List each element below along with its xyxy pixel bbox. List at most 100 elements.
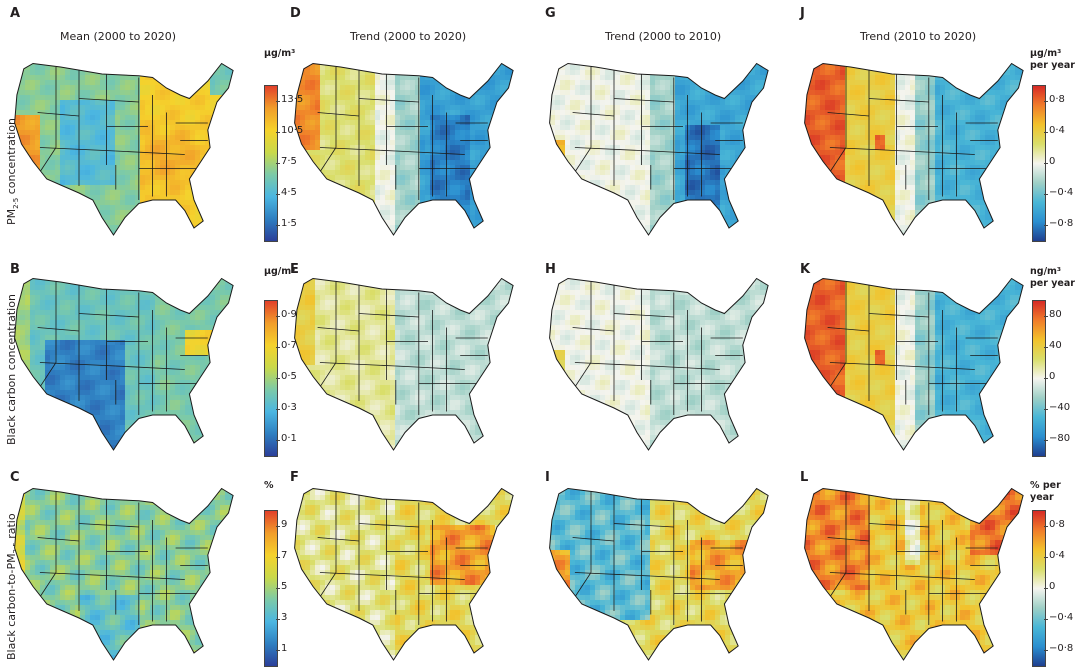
map-cell <box>680 100 686 106</box>
map-cell <box>500 155 506 161</box>
map-cell <box>115 115 121 121</box>
map-cell <box>235 120 241 126</box>
map-cell <box>510 130 516 136</box>
map-cell <box>465 105 471 111</box>
map-cell <box>130 105 136 111</box>
map-cell <box>160 125 166 131</box>
map-cell <box>155 105 161 111</box>
map-cell <box>455 80 461 86</box>
map-cell <box>545 65 551 71</box>
map-cell <box>310 125 316 131</box>
map-cell <box>330 210 336 216</box>
map-cell <box>85 160 91 166</box>
map-cell <box>160 155 166 161</box>
map-cell <box>200 180 206 186</box>
map-cell <box>475 75 481 81</box>
map-cell <box>210 200 216 206</box>
map-cell <box>170 130 176 136</box>
map-cell <box>735 205 741 211</box>
map-cell <box>555 60 561 66</box>
map-cell <box>395 195 401 201</box>
map-cell <box>345 180 351 186</box>
map-cell <box>235 140 241 146</box>
map-cell <box>150 85 156 91</box>
map-cell <box>165 220 171 226</box>
map-cell <box>235 100 241 106</box>
map-cell <box>390 205 396 211</box>
map-cell <box>170 185 176 191</box>
map-cell <box>515 135 521 141</box>
map-cell <box>75 230 81 236</box>
map-cell <box>330 165 336 171</box>
map-cell <box>200 225 206 231</box>
map-cell <box>605 105 611 111</box>
map-cell <box>405 170 411 176</box>
map-cell <box>235 110 241 116</box>
map-cell <box>440 90 446 96</box>
map-cell <box>690 140 696 146</box>
map-cell <box>625 155 631 161</box>
map-cell <box>380 65 386 71</box>
map-cell <box>355 60 361 66</box>
map-cell <box>175 135 181 141</box>
map-cell <box>65 145 71 151</box>
map-cell <box>170 220 176 226</box>
map-cell <box>595 220 601 226</box>
map-cell <box>410 145 416 151</box>
map-cell <box>515 115 521 121</box>
map-cell <box>570 140 576 146</box>
map-cell <box>475 150 481 156</box>
map-cell <box>175 185 181 191</box>
map-cell <box>40 105 46 111</box>
map-cell <box>600 190 606 196</box>
map-cell <box>95 165 101 171</box>
map-cell <box>80 170 86 176</box>
map-cell <box>175 100 181 106</box>
map-cell <box>755 140 761 146</box>
map-cell <box>625 160 631 166</box>
map-cell <box>510 120 516 126</box>
map-cell <box>575 100 581 106</box>
map-cell <box>295 140 301 146</box>
map-cell <box>50 90 56 96</box>
map-cell <box>320 195 326 201</box>
map-cell <box>405 100 411 106</box>
map-cell <box>600 195 606 201</box>
map-cell <box>180 80 186 86</box>
map-cell <box>300 155 306 161</box>
map-cell <box>615 100 621 106</box>
map-cell <box>510 205 516 211</box>
map-cell <box>545 180 551 186</box>
map-cell <box>295 115 301 121</box>
map-cell <box>345 115 351 121</box>
map-cell <box>210 195 216 201</box>
map-cell <box>580 120 586 126</box>
map-cell <box>490 95 496 101</box>
map-cell <box>320 225 326 231</box>
map-cell <box>440 125 446 131</box>
map-cell <box>75 80 81 86</box>
map-cell <box>145 60 151 66</box>
map-cell <box>430 205 436 211</box>
map-cell <box>30 220 36 226</box>
map-cell <box>390 95 396 101</box>
map-cell <box>420 130 426 136</box>
map-cell <box>10 100 16 106</box>
map-cell <box>360 160 366 166</box>
map-cell <box>220 215 226 221</box>
map-cell <box>375 145 381 151</box>
map-cell <box>130 200 136 206</box>
map-cell <box>480 95 486 101</box>
map-cell <box>735 230 741 236</box>
map-cell <box>305 70 311 76</box>
map-cell <box>445 220 451 226</box>
map-cell <box>630 85 636 91</box>
map-cell <box>205 95 211 101</box>
map-cell <box>765 100 771 106</box>
map-cell <box>655 160 661 166</box>
map-cell <box>130 65 136 71</box>
map-cell <box>465 155 471 161</box>
map-cell <box>65 215 71 221</box>
map-cell <box>10 160 16 166</box>
map-cell <box>160 145 166 151</box>
